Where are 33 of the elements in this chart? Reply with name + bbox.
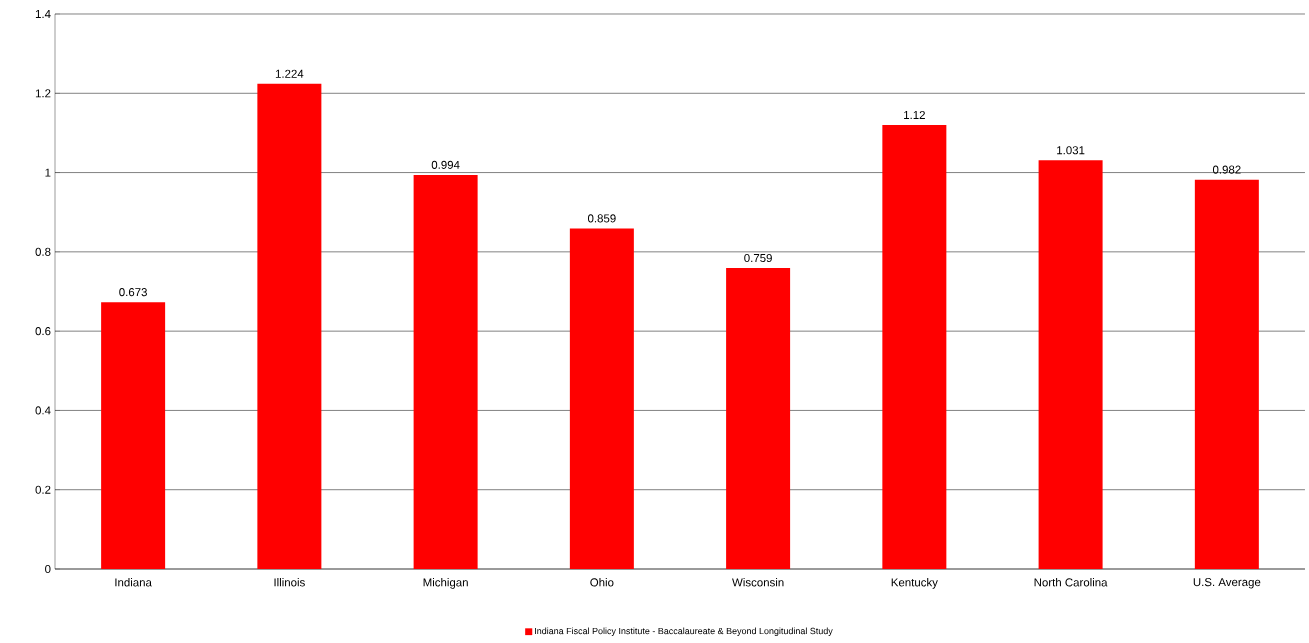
x-tick-label: Indiana bbox=[115, 578, 152, 587]
data-label: 0.994 bbox=[431, 160, 460, 169]
data-label: 0.982 bbox=[1212, 165, 1241, 174]
legend-label: Indiana Fiscal Policy Institute - Baccalaureate & Beyond Longitudinal Study bbox=[535, 627, 833, 636]
data-label: 0.759 bbox=[744, 253, 772, 263]
x-tick-label: Kentucky bbox=[891, 578, 938, 589]
bar bbox=[569, 228, 634, 569]
bar bbox=[1038, 160, 1103, 569]
y-tick-label: 0.2 bbox=[35, 485, 51, 494]
x-tick-label: Wisconsin bbox=[732, 578, 784, 587]
y-tick-label: 0.6 bbox=[35, 327, 51, 336]
y-tick-label: 0.4 bbox=[35, 406, 51, 415]
bar bbox=[1194, 179, 1259, 569]
y-tick-label: 0.8 bbox=[35, 247, 51, 256]
y-tick-label: 0 bbox=[45, 564, 51, 574]
y-tick-label: 1.2 bbox=[35, 89, 51, 98]
data-label: 1.224 bbox=[275, 69, 304, 78]
x-tick-label: U.S. Average bbox=[1193, 578, 1261, 589]
x-tick-label: Ohio bbox=[590, 578, 614, 587]
bar bbox=[413, 174, 478, 569]
data-label: 0.859 bbox=[587, 214, 616, 223]
x-tick-label: Michigan bbox=[423, 578, 468, 589]
y-tick-label: 1.4 bbox=[35, 10, 51, 18]
data-label: 1.12 bbox=[904, 110, 925, 119]
data-label: 1.031 bbox=[1057, 146, 1085, 155]
y-tick-label: 1 bbox=[45, 168, 51, 177]
bar bbox=[726, 268, 791, 569]
bar bbox=[101, 302, 166, 569]
data-label: 0.673 bbox=[119, 288, 147, 297]
bar bbox=[882, 125, 947, 569]
bar bbox=[257, 83, 322, 569]
x-tick-label: North Carolina bbox=[1034, 578, 1108, 587]
x-tick-label: Illinois bbox=[274, 578, 305, 587]
